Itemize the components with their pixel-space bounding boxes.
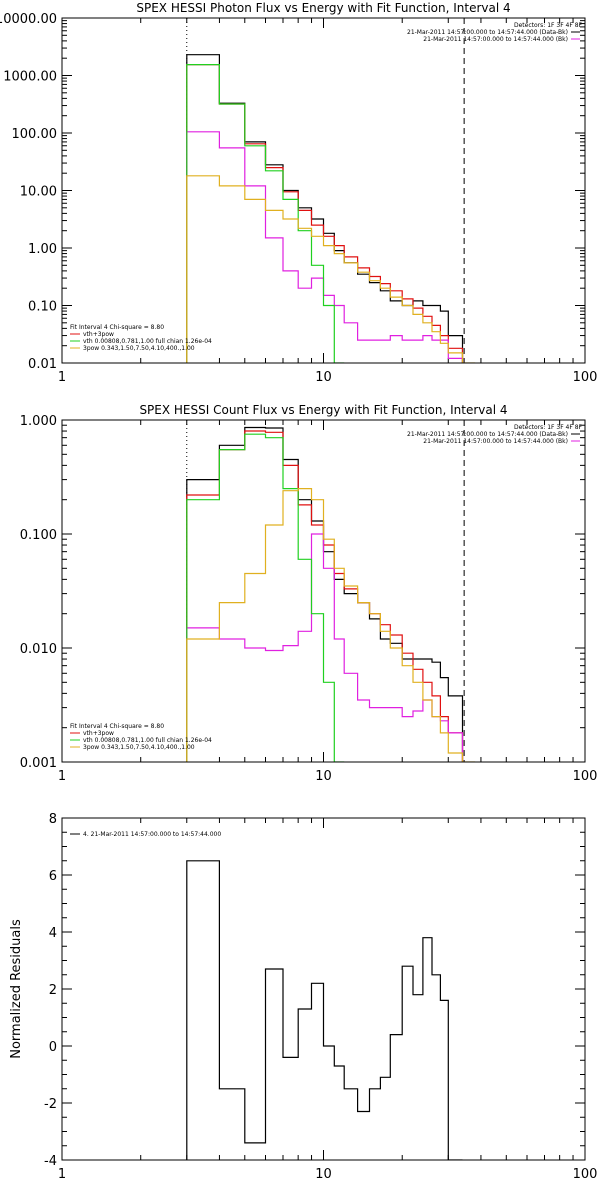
y-tick-label: 100.00 bbox=[12, 127, 58, 142]
x-tick-label: 100 bbox=[573, 370, 598, 385]
legend-entry-text: 21-Mar-2011 14:57:00.000 to 14:57:44.000… bbox=[407, 431, 568, 438]
x-tick-label: 10 bbox=[315, 1167, 332, 1182]
plot-frame bbox=[61, 817, 586, 1161]
legend-entry-text: 21-Mar-2011 14:57:00.000 to 14:57:44.000… bbox=[423, 36, 568, 43]
series-line-3 bbox=[186, 131, 464, 363]
legend-entry-text: vth+3pow bbox=[83, 730, 114, 737]
legend-entry-text: Detectors: 1F 3F 4F 8F bbox=[514, 22, 583, 29]
y-tick-label: 1000.00 bbox=[3, 70, 57, 85]
y-tick-label: 2 bbox=[49, 983, 57, 998]
panel-2: SPEX HESSI Count Flux vs Energy with Fit… bbox=[20, 403, 598, 784]
y-tick-label: 10000.00 bbox=[0, 12, 57, 27]
x-tick-label: 1 bbox=[58, 370, 66, 385]
y-tick-label: 0.001 bbox=[20, 756, 57, 771]
y-tick-label: -2 bbox=[44, 1097, 57, 1112]
legend-top-left: 4. 21-Mar-2011 14:57:00.000 to 14:57:44.… bbox=[70, 831, 221, 838]
series-line-2 bbox=[186, 63, 464, 363]
y-tick-label: 10.00 bbox=[20, 185, 57, 200]
series-line-4 bbox=[186, 433, 345, 762]
legend-entry-text: 4. 21-Mar-2011 14:57:00.000 to 14:57:44.… bbox=[83, 831, 221, 838]
legend-entry-text: 21-Mar-2011 14:57:00.000 to 14:57:44.000… bbox=[407, 29, 568, 36]
plot-frame bbox=[61, 419, 586, 763]
y-tick-label: 8 bbox=[49, 812, 57, 827]
y-tick-label: 0.01 bbox=[28, 357, 57, 372]
x-tick-label: 10 bbox=[315, 769, 332, 784]
y-tick-label: 1.000 bbox=[20, 414, 57, 429]
series-line-4 bbox=[186, 63, 345, 363]
plot-frame bbox=[61, 17, 586, 364]
y-axis-label: Normalized Residuals bbox=[9, 919, 24, 1059]
legend-entry-text: vth 0.00808,0.781,1.00 full chian 1.26e-… bbox=[83, 737, 212, 744]
series-line-5 bbox=[186, 175, 476, 363]
legend-bottom-left: Fit Interval 4 Chi-square = 8.80vth+3pow… bbox=[70, 723, 212, 751]
legend-entry-text: vth 0.00808,0.781,1.00 full chian 1.26e-… bbox=[83, 338, 212, 345]
x-tick-label: 100 bbox=[573, 769, 598, 784]
y-tick-label: 0.010 bbox=[20, 642, 57, 657]
series-line-1 bbox=[186, 54, 464, 363]
y-tick-label: 1.00 bbox=[28, 242, 57, 257]
y-tick-label: 6 bbox=[49, 869, 57, 884]
legend-entry-text: 21-Mar-2011 14:57:00.000 to 14:57:44.000… bbox=[423, 438, 568, 445]
y-tick-label: 0.100 bbox=[20, 528, 57, 543]
panel-1: SPEX HESSI Photon Flux vs Energy with Fi… bbox=[0, 1, 597, 385]
series-line-1 bbox=[186, 426, 464, 762]
x-tick-label: 100 bbox=[573, 1167, 598, 1182]
legend-entry-text: 3pow 0.343,1.50,7.50,4.10,400.,1.00 bbox=[83, 345, 195, 352]
y-tick-label: 0 bbox=[49, 1040, 57, 1055]
legend-bottom-left: Fit Interval 4 Chi-square = 8.80vth+3pow… bbox=[70, 324, 212, 352]
legend-entry-text: Fit Interval 4 Chi-square = 8.80 bbox=[70, 723, 164, 730]
series-line-3 bbox=[186, 533, 464, 762]
legend-entry-text: 3pow 0.343,1.50,7.50,4.10,400.,1.00 bbox=[83, 744, 195, 751]
series-line-1 bbox=[186, 860, 463, 1160]
x-tick-label: 1 bbox=[58, 1167, 66, 1182]
legend-entry-text: Detectors: 1F 3F 4F 8F bbox=[514, 424, 583, 431]
x-tick-label: 1 bbox=[58, 769, 66, 784]
series-line-5 bbox=[186, 488, 476, 762]
legend-entry-text: Fit Interval 4 Chi-square = 8.80 bbox=[70, 324, 164, 331]
y-tick-label: -4 bbox=[44, 1154, 57, 1169]
x-tick-label: 10 bbox=[315, 370, 332, 385]
panel-title: SPEX HESSI Count Flux vs Energy with Fit… bbox=[139, 403, 507, 417]
y-tick-label: 4 bbox=[49, 926, 57, 941]
legend-entry-text: vth+3pow bbox=[83, 331, 114, 338]
panel-title: SPEX HESSI Photon Flux vs Energy with Fi… bbox=[136, 1, 510, 15]
series-line-2 bbox=[186, 430, 464, 762]
y-tick-label: 0.10 bbox=[28, 300, 57, 315]
panel-3: 1 10 100 -4 -2 0 2 4 6 8 Normalized Residuals 4. 21… bbox=[9, 812, 597, 1182]
